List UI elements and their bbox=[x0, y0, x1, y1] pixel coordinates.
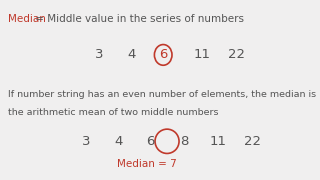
Text: 8: 8 bbox=[180, 135, 188, 148]
Text: 11: 11 bbox=[193, 48, 210, 61]
Text: Median = 7: Median = 7 bbox=[117, 159, 177, 169]
Text: the arithmetic mean of two middle numbers: the arithmetic mean of two middle number… bbox=[8, 108, 219, 117]
Text: Median: Median bbox=[8, 14, 46, 24]
Text: 4: 4 bbox=[127, 48, 135, 61]
Text: 3: 3 bbox=[95, 48, 103, 61]
Text: 3: 3 bbox=[82, 135, 91, 148]
Text: = Middle value in the series of numbers: = Middle value in the series of numbers bbox=[32, 14, 244, 24]
Text: 22: 22 bbox=[244, 135, 261, 148]
Text: 4: 4 bbox=[114, 135, 123, 148]
Text: 6: 6 bbox=[146, 135, 155, 148]
Text: 6: 6 bbox=[159, 48, 167, 61]
Text: 11: 11 bbox=[209, 135, 226, 148]
Text: If number string has an even number of elements, the median is: If number string has an even number of e… bbox=[8, 90, 316, 99]
Text: 22: 22 bbox=[228, 48, 245, 61]
